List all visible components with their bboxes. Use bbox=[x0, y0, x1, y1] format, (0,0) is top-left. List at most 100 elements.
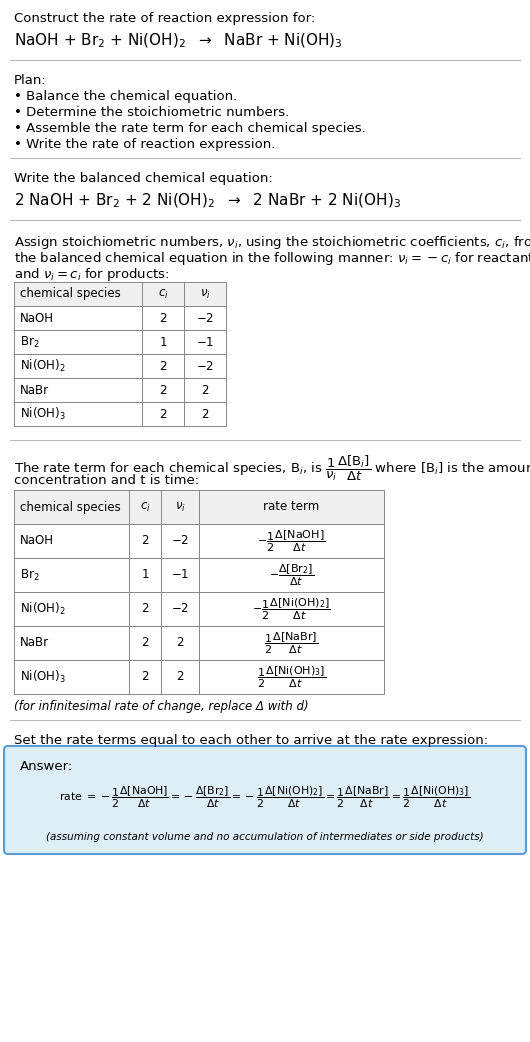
Bar bbox=[129, 592, 161, 626]
Text: NaOH: NaOH bbox=[20, 312, 54, 324]
Text: Br$_2$: Br$_2$ bbox=[20, 568, 39, 582]
Text: $c_i$: $c_i$ bbox=[157, 288, 169, 300]
Text: chemical species: chemical species bbox=[20, 500, 121, 514]
Bar bbox=[14, 330, 142, 354]
Text: NaOH + Br$_2$ + Ni(OH)$_2$  $\rightarrow$  NaBr + Ni(OH)$_3$: NaOH + Br$_2$ + Ni(OH)$_2$ $\rightarrow$… bbox=[14, 32, 343, 50]
Bar bbox=[14, 559, 129, 592]
Bar bbox=[142, 306, 184, 330]
Text: 2: 2 bbox=[201, 383, 209, 397]
Bar bbox=[184, 378, 226, 402]
Bar bbox=[14, 402, 142, 426]
Bar bbox=[129, 490, 161, 524]
Text: • Determine the stoichiometric numbers.: • Determine the stoichiometric numbers. bbox=[14, 106, 289, 119]
Bar bbox=[14, 378, 142, 402]
Bar bbox=[199, 490, 384, 524]
Text: $\nu_i$: $\nu_i$ bbox=[174, 500, 186, 514]
Text: the balanced chemical equation in the following manner: $\nu_i = -c_i$ for react: the balanced chemical equation in the fo… bbox=[14, 250, 530, 267]
Bar bbox=[142, 282, 184, 306]
Text: Ni(OH)$_3$: Ni(OH)$_3$ bbox=[20, 406, 66, 422]
Text: NaBr: NaBr bbox=[20, 383, 49, 397]
Text: 2: 2 bbox=[201, 407, 209, 421]
Bar bbox=[14, 660, 129, 694]
Bar bbox=[161, 592, 199, 626]
Bar bbox=[161, 559, 199, 592]
Text: Assign stoichiometric numbers, $\nu_i$, using the stoichiometric coefficients, $: Assign stoichiometric numbers, $\nu_i$, … bbox=[14, 234, 530, 251]
Text: 2: 2 bbox=[142, 670, 149, 684]
Text: 1: 1 bbox=[142, 569, 149, 581]
Text: $c_i$: $c_i$ bbox=[139, 500, 151, 514]
Bar bbox=[129, 524, 161, 559]
Bar bbox=[14, 626, 129, 660]
Text: $-\dfrac{1}{2}\dfrac{\Delta[\mathrm{Ni(OH)}_2]}{\Delta t}$: $-\dfrac{1}{2}\dfrac{\Delta[\mathrm{Ni(O… bbox=[252, 596, 331, 622]
Bar bbox=[199, 559, 384, 592]
Bar bbox=[129, 660, 161, 694]
Text: $-\dfrac{\Delta[\mathrm{Br}_2]}{\Delta t}$: $-\dfrac{\Delta[\mathrm{Br}_2]}{\Delta t… bbox=[269, 563, 314, 588]
Bar bbox=[129, 559, 161, 592]
Bar bbox=[199, 660, 384, 694]
Text: Answer:: Answer: bbox=[20, 760, 73, 773]
Text: chemical species: chemical species bbox=[20, 288, 121, 300]
Bar bbox=[199, 592, 384, 626]
Text: 2: 2 bbox=[159, 312, 167, 324]
Bar bbox=[14, 524, 129, 559]
Text: $\dfrac{1}{2}\dfrac{\Delta[\mathrm{Ni(OH)}_3]}{\Delta t}$: $\dfrac{1}{2}\dfrac{\Delta[\mathrm{Ni(OH… bbox=[257, 664, 326, 690]
Text: 2: 2 bbox=[159, 407, 167, 421]
Bar bbox=[142, 354, 184, 378]
Text: 2: 2 bbox=[142, 535, 149, 547]
Text: $-\dfrac{1}{2}\dfrac{\Delta[\mathrm{NaOH}]}{\Delta t}$: $-\dfrac{1}{2}\dfrac{\Delta[\mathrm{NaOH… bbox=[258, 528, 325, 553]
Bar bbox=[199, 524, 384, 559]
Bar bbox=[161, 490, 199, 524]
Text: $-$2: $-$2 bbox=[171, 602, 189, 616]
Bar bbox=[14, 282, 142, 306]
Bar bbox=[161, 660, 199, 694]
Bar bbox=[184, 354, 226, 378]
Text: Construct the rate of reaction expression for:: Construct the rate of reaction expressio… bbox=[14, 13, 315, 25]
Text: 2: 2 bbox=[159, 383, 167, 397]
Text: Ni(OH)$_3$: Ni(OH)$_3$ bbox=[20, 669, 66, 685]
Text: Write the balanced chemical equation:: Write the balanced chemical equation: bbox=[14, 172, 273, 185]
Text: $\nu_i$: $\nu_i$ bbox=[200, 288, 210, 300]
Text: Plan:: Plan: bbox=[14, 74, 47, 86]
Bar bbox=[14, 592, 129, 626]
Bar bbox=[14, 306, 142, 330]
Text: Br$_2$: Br$_2$ bbox=[20, 334, 39, 349]
Text: 2: 2 bbox=[176, 637, 184, 649]
Text: $-$2: $-$2 bbox=[196, 359, 214, 372]
Bar bbox=[14, 354, 142, 378]
Text: $-$2: $-$2 bbox=[196, 312, 214, 324]
FancyBboxPatch shape bbox=[4, 746, 526, 854]
Text: Set the rate terms equal to each other to arrive at the rate expression:: Set the rate terms equal to each other t… bbox=[14, 734, 488, 747]
Text: $-$1: $-$1 bbox=[196, 336, 214, 348]
Bar bbox=[184, 330, 226, 354]
Text: rate $= -\dfrac{1}{2}\dfrac{\Delta[\mathrm{NaOH}]}{\Delta t}= -\dfrac{\Delta[\ma: rate $= -\dfrac{1}{2}\dfrac{\Delta[\math… bbox=[59, 785, 471, 811]
Text: 2 NaOH + Br$_2$ + 2 Ni(OH)$_2$  $\rightarrow$  2 NaBr + 2 Ni(OH)$_3$: 2 NaOH + Br$_2$ + 2 Ni(OH)$_2$ $\rightar… bbox=[14, 192, 401, 210]
Bar bbox=[142, 378, 184, 402]
Text: $-$1: $-$1 bbox=[171, 569, 189, 581]
Text: 2: 2 bbox=[142, 637, 149, 649]
Text: NaOH: NaOH bbox=[20, 535, 54, 547]
Bar bbox=[184, 282, 226, 306]
Text: concentration and t is time:: concentration and t is time: bbox=[14, 474, 199, 487]
Text: 1: 1 bbox=[159, 336, 167, 348]
Bar bbox=[184, 306, 226, 330]
Text: $\dfrac{1}{2}\dfrac{\Delta[\mathrm{NaBr}]}{\Delta t}$: $\dfrac{1}{2}\dfrac{\Delta[\mathrm{NaBr}… bbox=[264, 630, 319, 655]
Text: • Write the rate of reaction expression.: • Write the rate of reaction expression. bbox=[14, 138, 276, 151]
Text: • Assemble the rate term for each chemical species.: • Assemble the rate term for each chemic… bbox=[14, 122, 366, 135]
Text: (assuming constant volume and no accumulation of intermediates or side products): (assuming constant volume and no accumul… bbox=[46, 832, 484, 842]
Text: $-$2: $-$2 bbox=[171, 535, 189, 547]
Text: and $\nu_i = c_i$ for products:: and $\nu_i = c_i$ for products: bbox=[14, 266, 170, 283]
Text: Ni(OH)$_2$: Ni(OH)$_2$ bbox=[20, 601, 66, 617]
Bar bbox=[184, 402, 226, 426]
Bar bbox=[199, 626, 384, 660]
Text: • Balance the chemical equation.: • Balance the chemical equation. bbox=[14, 90, 237, 103]
Bar bbox=[161, 626, 199, 660]
Bar bbox=[142, 330, 184, 354]
Text: 2: 2 bbox=[159, 359, 167, 372]
Bar bbox=[161, 524, 199, 559]
Text: 2: 2 bbox=[142, 602, 149, 616]
Text: Ni(OH)$_2$: Ni(OH)$_2$ bbox=[20, 358, 66, 374]
Bar bbox=[142, 402, 184, 426]
Text: rate term: rate term bbox=[263, 500, 320, 514]
Text: NaBr: NaBr bbox=[20, 637, 49, 649]
Text: (for infinitesimal rate of change, replace Δ with d): (for infinitesimal rate of change, repla… bbox=[14, 700, 308, 713]
